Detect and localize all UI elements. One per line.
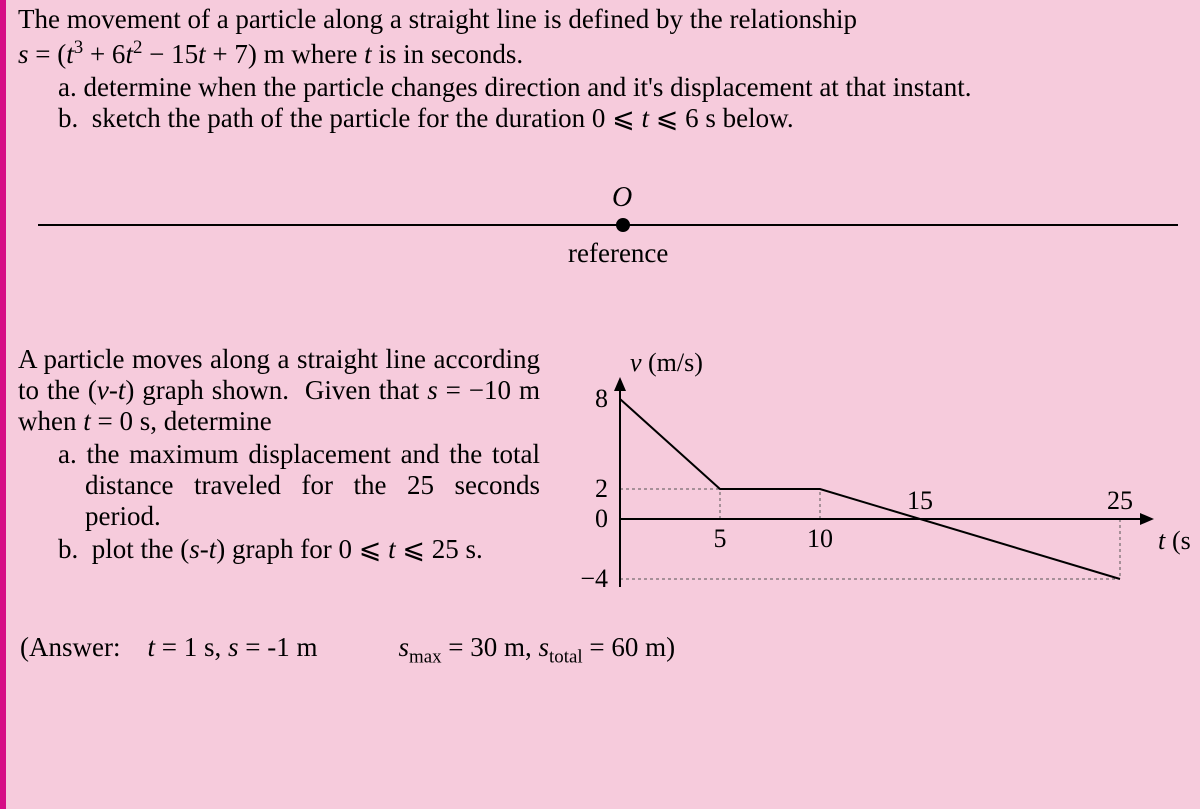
- problem2-text: A particle moves along a straight line a…: [18, 344, 550, 567]
- svg-text:(s): (s): [1172, 526, 1190, 555]
- problem1-item-b: b. sketch the path of the particle for t…: [58, 103, 1190, 134]
- problem2-row: A particle moves along a straight line a…: [18, 344, 1190, 624]
- content-area: The movement of a particle along a strai…: [6, 0, 1200, 672]
- svg-text:15: 15: [907, 486, 933, 515]
- svg-text:v: v: [630, 348, 642, 377]
- problem1-equation: s = (t3 + 6t2 − 15t + 7) m where t is in…: [18, 37, 1190, 70]
- origin-label-O: O: [612, 182, 632, 214]
- answer-line: (Answer: t = 1 s, s = -1 m smax = 30 m, …: [18, 632, 1190, 668]
- problem2-item-b: b. plot the (s-t) graph for 0 ⩽ t ⩽ 25 s…: [58, 534, 540, 565]
- svg-text:t: t: [1158, 526, 1166, 555]
- origin-dot: [616, 218, 630, 232]
- svg-text:−4: −4: [580, 564, 608, 593]
- svg-text:10: 10: [807, 524, 833, 553]
- reference-line-diagram: O reference: [18, 164, 1198, 314]
- svg-text:8: 8: [595, 384, 608, 413]
- problem2-intro: A particle moves along a straight line a…: [18, 344, 540, 437]
- vt-graph: 02 8 −4 5 10 15 25 v(m/s) t (s): [550, 344, 1190, 624]
- problem1-item-a: a. determine when the particle changes d…: [58, 72, 1190, 103]
- vt-graph-svg: 02 8 −4 5 10 15 25 v(m/s) t (s): [550, 344, 1190, 624]
- number-line: [38, 224, 1178, 226]
- problem1-intro: The movement of a particle along a strai…: [18, 4, 1190, 35]
- problem2-item-a: a. the maximum displacement and the tota…: [58, 439, 540, 532]
- svg-text:2: 2: [595, 474, 608, 503]
- reference-label: reference: [568, 238, 668, 269]
- svg-text:(m/s): (m/s): [648, 348, 703, 377]
- svg-text:5: 5: [714, 524, 727, 553]
- page: The movement of a particle along a strai…: [0, 0, 1200, 809]
- svg-text:0: 0: [595, 504, 608, 533]
- svg-text:25: 25: [1107, 486, 1133, 515]
